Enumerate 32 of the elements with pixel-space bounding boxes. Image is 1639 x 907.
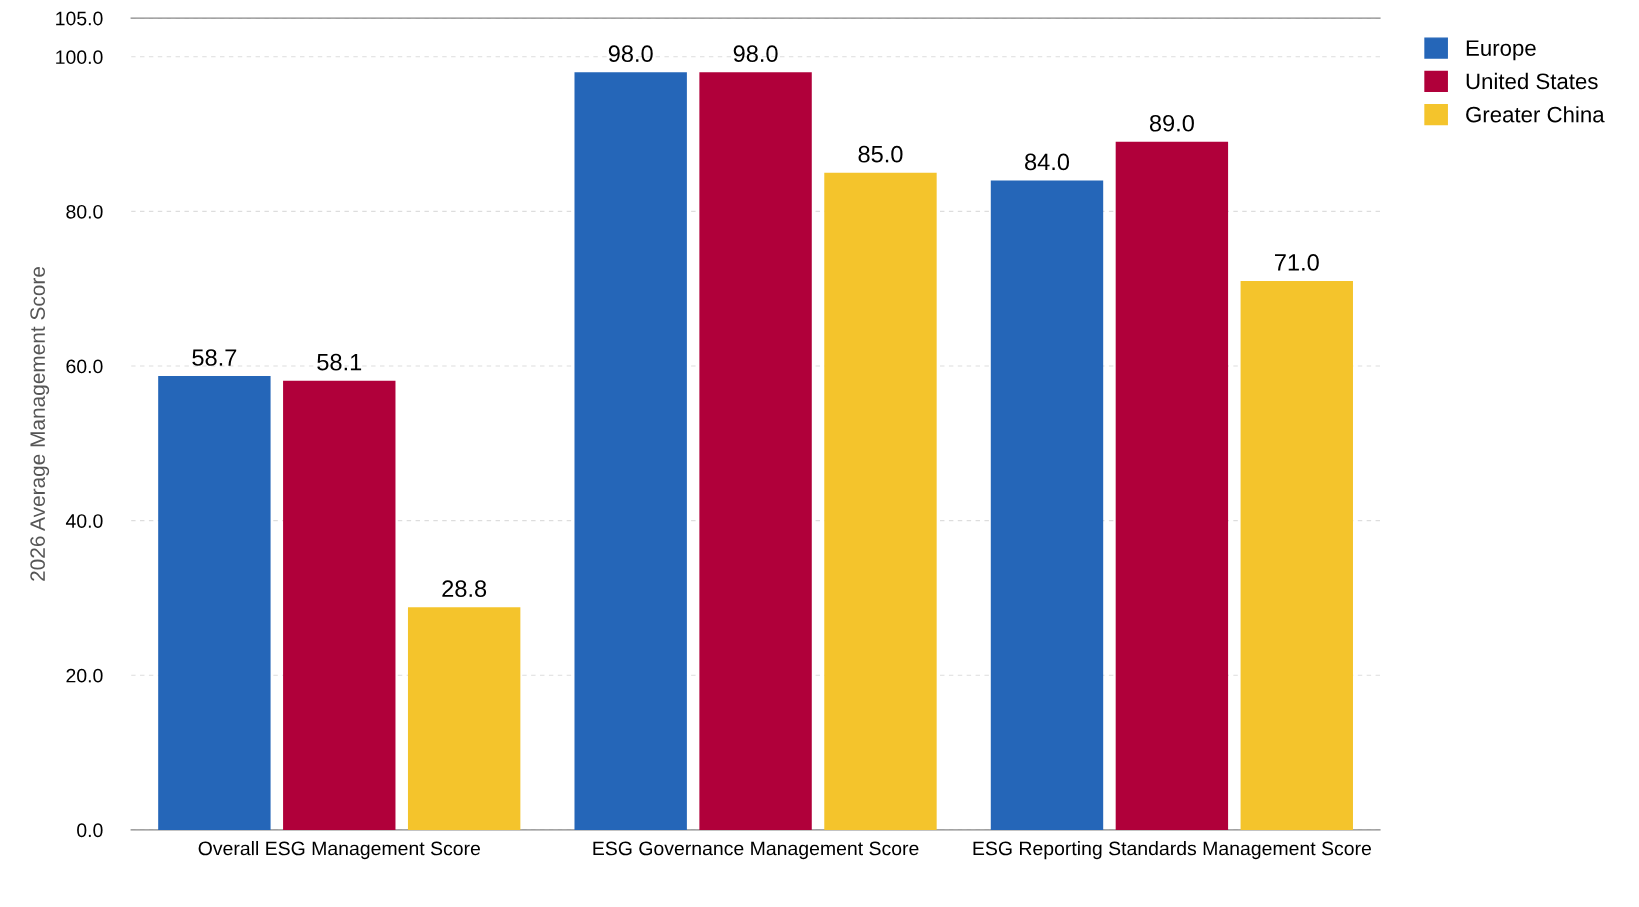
y-tick-label: 80.0	[66, 204, 103, 219]
bar	[1115, 141, 1229, 830]
data-label: 58.1	[317, 353, 362, 371]
y-tick-label: 60.0	[66, 359, 103, 374]
data-label: 58.7	[192, 349, 237, 366]
bar	[407, 607, 521, 830]
data-label: 98.0	[733, 45, 778, 63]
data-label: 28.8	[442, 580, 487, 598]
data-label: 85.0	[858, 145, 903, 163]
x-tick-label: ESG Reporting Standards Management Score	[973, 841, 1371, 860]
data-label: 98.0	[608, 45, 653, 63]
legend-label: United States	[1466, 72, 1598, 90]
data-label: 89.0	[1149, 114, 1194, 132]
bar	[574, 72, 687, 830]
y-tick-label: 105.0	[56, 11, 103, 26]
x-tick-label: Overall ESG Management Score	[198, 841, 480, 860]
x-tick-label: ESG Governance Management Score	[593, 841, 919, 860]
y-tick-label: 0.0	[77, 823, 103, 838]
bar	[824, 172, 937, 830]
y-tick-label: 100.0	[56, 50, 103, 65]
bar	[158, 376, 271, 830]
bar	[990, 180, 1104, 830]
data-label: 84.0	[1025, 153, 1070, 171]
y-axis-title: 2026 Average Management Score	[30, 267, 50, 581]
legend-label: Greater China	[1466, 106, 1605, 123]
bar	[1240, 281, 1353, 830]
data-label: 71.0	[1275, 254, 1319, 271]
bar	[699, 72, 812, 830]
y-tick-label: 20.0	[66, 668, 103, 683]
bar	[283, 380, 396, 830]
legend-label: Europe	[1466, 40, 1536, 61]
y-tick-label: 40.0	[65, 514, 103, 528]
